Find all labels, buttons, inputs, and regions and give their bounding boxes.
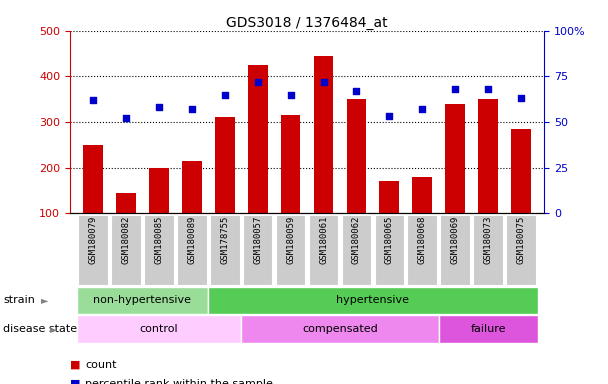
FancyBboxPatch shape xyxy=(440,215,470,285)
FancyBboxPatch shape xyxy=(342,215,371,285)
Point xyxy=(418,106,427,112)
Text: disease state: disease state xyxy=(3,324,77,334)
Text: GSM180069: GSM180069 xyxy=(451,215,460,264)
Text: GSM180065: GSM180065 xyxy=(385,215,394,264)
FancyBboxPatch shape xyxy=(111,215,140,285)
Text: GSM180089: GSM180089 xyxy=(187,215,196,264)
Point xyxy=(319,79,328,85)
Text: failure: failure xyxy=(471,324,506,334)
Point xyxy=(286,91,295,98)
Bar xyxy=(347,99,366,213)
Bar xyxy=(314,56,333,213)
Point xyxy=(121,115,131,121)
FancyBboxPatch shape xyxy=(208,286,537,314)
Text: strain: strain xyxy=(3,295,35,306)
Bar xyxy=(445,104,465,213)
FancyBboxPatch shape xyxy=(407,215,437,285)
Text: GSM180085: GSM180085 xyxy=(154,215,164,264)
Bar xyxy=(83,145,103,213)
Text: GSM180061: GSM180061 xyxy=(319,215,328,264)
Text: ►: ► xyxy=(50,324,57,334)
Text: ■: ■ xyxy=(70,379,80,384)
Bar xyxy=(412,177,432,213)
FancyBboxPatch shape xyxy=(78,215,108,285)
Point xyxy=(220,91,230,98)
Text: GSM180057: GSM180057 xyxy=(253,215,262,264)
Point xyxy=(351,88,361,94)
Text: control: control xyxy=(139,324,178,334)
Point xyxy=(384,113,394,119)
FancyBboxPatch shape xyxy=(77,286,208,314)
Bar xyxy=(116,193,136,213)
Bar xyxy=(511,129,531,213)
Text: count: count xyxy=(85,360,117,370)
Text: percentile rank within the sample: percentile rank within the sample xyxy=(85,379,273,384)
Text: hypertensive: hypertensive xyxy=(336,295,409,306)
Text: GSM180073: GSM180073 xyxy=(484,215,492,264)
Bar xyxy=(478,99,498,213)
Point xyxy=(154,104,164,111)
Text: ■: ■ xyxy=(70,360,80,370)
Text: ►: ► xyxy=(41,295,49,306)
FancyBboxPatch shape xyxy=(375,215,404,285)
Point xyxy=(451,86,460,92)
Bar xyxy=(149,167,168,213)
Text: GSM180082: GSM180082 xyxy=(122,215,130,264)
Point xyxy=(483,86,493,92)
Point xyxy=(253,79,263,85)
Point xyxy=(88,97,98,103)
FancyBboxPatch shape xyxy=(243,215,272,285)
Bar xyxy=(379,181,399,213)
Bar xyxy=(182,161,202,213)
Title: GDS3018 / 1376484_at: GDS3018 / 1376484_at xyxy=(226,16,388,30)
FancyBboxPatch shape xyxy=(177,215,207,285)
Point xyxy=(187,106,196,112)
Text: GSM180059: GSM180059 xyxy=(286,215,295,264)
FancyBboxPatch shape xyxy=(77,316,241,343)
FancyBboxPatch shape xyxy=(210,215,240,285)
Text: GSM180075: GSM180075 xyxy=(517,215,525,264)
FancyBboxPatch shape xyxy=(276,215,305,285)
FancyBboxPatch shape xyxy=(144,215,174,285)
Text: non-hypertensive: non-hypertensive xyxy=(94,295,192,306)
Point xyxy=(516,95,526,101)
Bar xyxy=(215,118,235,213)
Bar xyxy=(248,65,268,213)
FancyBboxPatch shape xyxy=(241,316,439,343)
FancyBboxPatch shape xyxy=(439,316,537,343)
FancyBboxPatch shape xyxy=(309,215,338,285)
FancyBboxPatch shape xyxy=(506,215,536,285)
Text: GSM180079: GSM180079 xyxy=(89,215,97,264)
Text: compensated: compensated xyxy=(302,324,378,334)
FancyBboxPatch shape xyxy=(474,215,503,285)
Text: GSM180062: GSM180062 xyxy=(352,215,361,264)
Bar xyxy=(281,115,300,213)
Text: GSM178755: GSM178755 xyxy=(220,215,229,264)
Text: GSM180068: GSM180068 xyxy=(418,215,427,264)
